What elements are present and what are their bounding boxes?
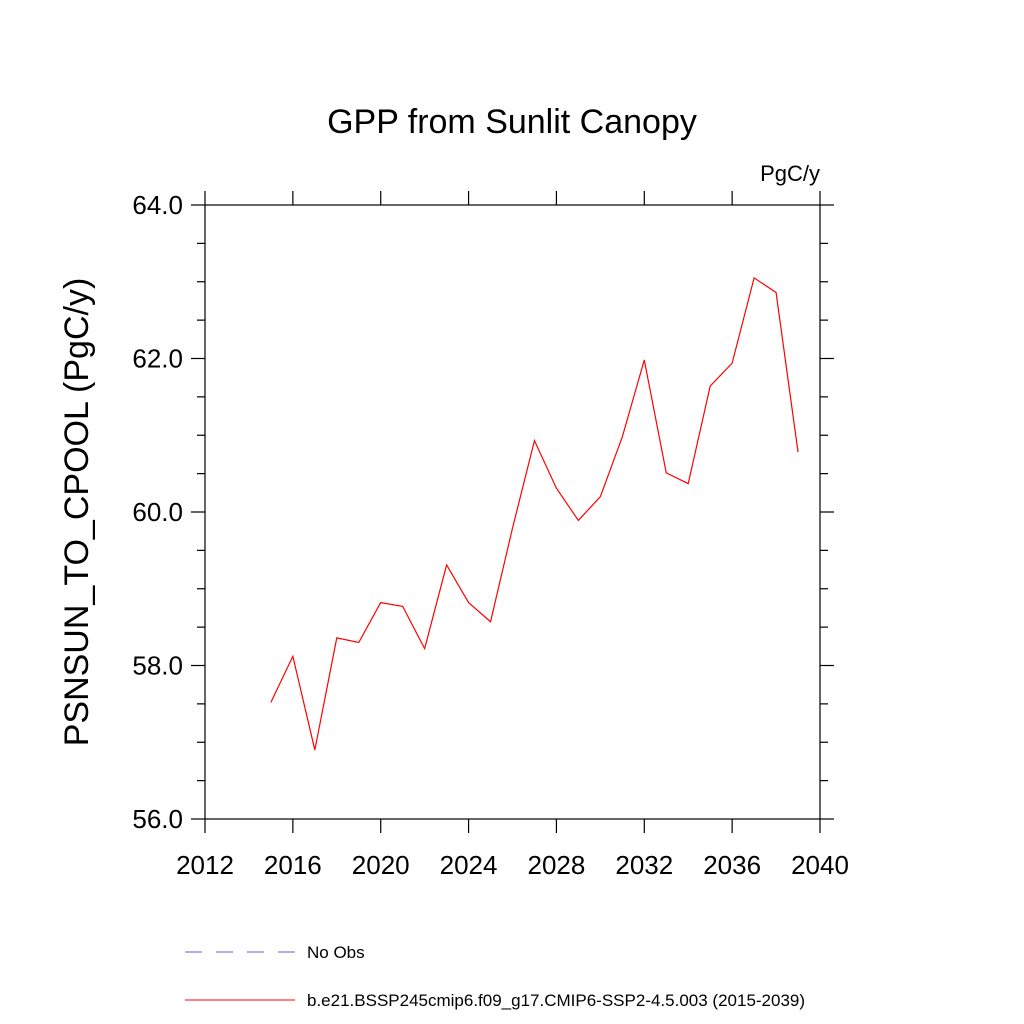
x-tick-label: 2012 — [176, 850, 234, 880]
x-tick-label: 2036 — [703, 850, 761, 880]
x-tick-label: 2024 — [440, 850, 498, 880]
plot-frame — [204, 204, 821, 820]
y-tick-label: 62.0 — [132, 344, 183, 374]
axis-ticks: 2012 2016 2020 2024 2028 2032 2036 2040 56.0 58.0… — [132, 190, 849, 880]
chart-title: GPP from Sunlit Canopy — [327, 103, 697, 141]
y-tick-label: 56.0 — [132, 804, 183, 834]
series-line-0 — [270, 276, 799, 751]
y-tick-label: 58.0 — [132, 651, 183, 681]
legend-label-no-obs: No Obs — [307, 943, 365, 962]
series-layer — [270, 276, 799, 751]
x-tick-label: 2032 — [615, 850, 673, 880]
units-label: PgC/y — [760, 161, 820, 186]
legend: No Obs b.e21.BSSP245cmip6.f09_g17.CMIP6-… — [185, 943, 805, 1010]
x-tick-label: 2020 — [352, 850, 410, 880]
y-tick-label: 60.0 — [132, 497, 183, 527]
legend-label-ssp245: b.e21.BSSP245cmip6.f09_g17.CMIP6-SSP2-4.… — [307, 991, 805, 1010]
y-tick-label: 64.0 — [132, 190, 183, 220]
x-tick-label: 2016 — [264, 850, 322, 880]
x-tick-label: 2028 — [528, 850, 586, 880]
y-axis-label: PSNSUN_TO_CPOOL (PgC/y) — [58, 278, 96, 747]
x-tick-label: 2040 — [791, 850, 849, 880]
